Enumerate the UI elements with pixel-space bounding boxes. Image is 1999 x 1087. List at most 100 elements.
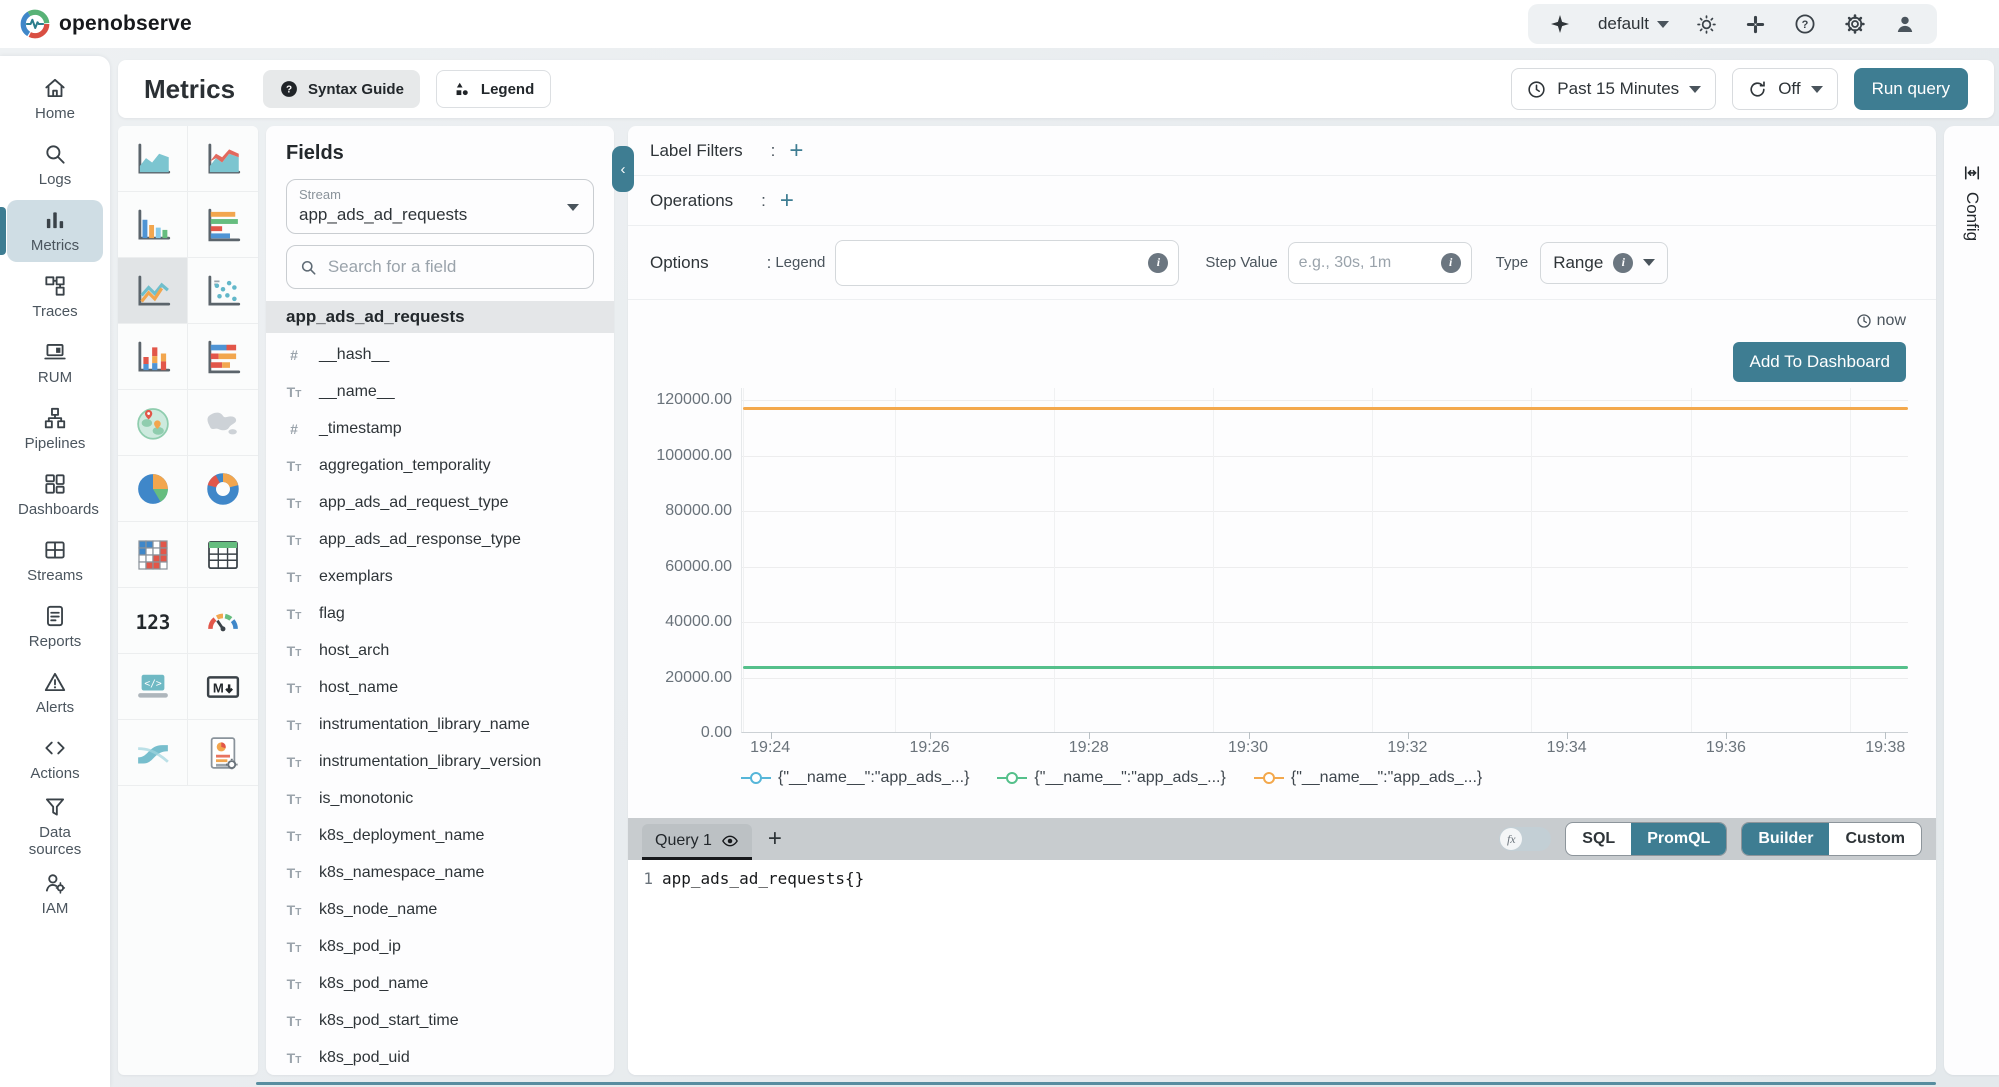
field-item-app-ads-ad-request-type[interactable]: TT app_ads_ad_request_type [266,484,614,521]
syntax-guide-button[interactable]: ? Syntax Guide [263,70,420,108]
axis-tick [771,732,773,739]
field-item-k8s-deployment-name[interactable]: TT k8s_deployment_name [266,817,614,854]
toggle-option-sql[interactable]: SQL [1582,830,1616,847]
field-item-instrumentation-library-version[interactable]: TT instrumentation_library_version [266,743,614,780]
field-item-flag[interactable]: TT flag [266,595,614,632]
promql-editor[interactable]: 1 app_ads_ad_requests{} [628,860,1936,1075]
openobserve-logo-icon [20,9,50,39]
add-label-filter-button[interactable]: + [789,136,804,164]
stream-selector[interactable]: Stream app_ads_ad_requests [286,179,594,234]
legend-button[interactable]: Legend [435,70,552,108]
chart-type-html[interactable]: </> [118,654,188,720]
legend-marker-icon [997,772,1028,784]
time-range-selector[interactable]: Past 15 Minutes [1511,68,1717,110]
profile-icon[interactable] [1893,12,1917,36]
chart-type-horizontal-stacked-bar[interactable] [188,324,258,390]
legend-item-0[interactable]: {"__name__":"app_ads_...} [741,769,969,787]
toggle-option-promql[interactable]: PromQL [1631,823,1727,855]
field-item-timestamp[interactable]: # _timestamp [266,410,614,447]
query-tab[interactable]: Query 1 [642,824,752,860]
legend-item-1[interactable]: {"__name__":"app_ads_...} [997,769,1226,787]
vrl-function-toggle[interactable]: fx [1499,827,1552,851]
legend-input[interactable] [846,253,1149,272]
sidebar-item-metrics[interactable]: Metrics [0,200,103,262]
text-type-icon: TT [286,642,302,659]
sidebar-item-dashboards[interactable]: Dashboards [7,464,103,526]
sidebar-item-iam[interactable]: IAM [7,863,103,925]
field-search-input[interactable] [327,257,581,277]
toggle-option-custom[interactable]: Custom [1845,830,1905,847]
organization-selector[interactable]: default [1598,14,1669,34]
settings-gear-icon[interactable] [1843,12,1867,36]
add-operation-button[interactable]: + [779,186,794,214]
field-item-k8s-pod-start-time[interactable]: TT k8s_pod_start_time [266,1002,614,1039]
field-item-hash[interactable]: # __hash__ [266,336,614,373]
query-type-selector[interactable]: Range i [1540,241,1669,284]
field-item-k8s-node-name[interactable]: TT k8s_node_name [266,891,614,928]
field-item-k8s-pod-ip[interactable]: TT k8s_pod_ip [266,928,614,965]
field-item-host-arch[interactable]: TT host_arch [266,632,614,669]
openobserve-logo[interactable]: openobserve [20,9,192,39]
chart-type-metric-text[interactable]: 123 [118,588,188,654]
chart-plot-area[interactable] [741,388,1908,739]
alerts-icon [42,669,68,695]
sidebar-item-data-sources[interactable]: Data sources [7,794,103,859]
config-panel-toggle[interactable]: Config [1962,163,1982,241]
collapse-fields-panel-button[interactable]: ‹ [612,146,634,192]
horizontal-scrollbar[interactable] [256,1082,1936,1085]
field-item-exemplars[interactable]: TT exemplars [266,558,614,595]
step-value-input[interactable] [1298,253,1441,272]
help-icon[interactable]: ? [1793,12,1817,36]
field-item-app-ads-ad-response-type[interactable]: TT app_ads_ad_response_type [266,521,614,558]
sidebar-item-alerts[interactable]: Alerts [7,662,103,724]
field-item-instrumentation-library-name[interactable]: TT instrumentation_library_name [266,706,614,743]
eye-icon[interactable] [721,832,739,850]
chart-type-gauge[interactable] [188,588,258,654]
chart-type-area[interactable] [118,126,188,192]
sidebar-item-actions[interactable]: Actions [7,728,103,790]
sidebar-item-traces[interactable]: Traces [7,266,103,328]
sidebar-item-pipelines[interactable]: Pipelines [7,398,103,460]
stream-selector-label: Stream [299,187,341,202]
field-item-k8s-pod-name[interactable]: TT k8s_pod_name [266,965,614,1002]
sidebar-item-label: IAM [41,899,69,917]
chart-type-donut[interactable] [188,456,258,522]
chart-type-sankey[interactable] [118,720,188,786]
info-icon[interactable]: i [1440,252,1461,273]
sidebar-item-reports[interactable]: Reports [7,596,103,658]
ai-sparkle-icon[interactable] [1548,12,1572,36]
chart-type-stacked-bar[interactable] [118,324,188,390]
theme-light-icon[interactable] [1695,13,1718,36]
sidebar-item-home[interactable]: Home [7,68,103,130]
toggle-option-builder[interactable]: Builder [1742,823,1830,855]
sidebar-item-rum[interactable]: RUM [7,332,103,394]
chart-type-maps[interactable] [188,390,258,456]
run-query-button[interactable]: Run query [1853,68,1968,110]
chart-type-area-stacked[interactable] [188,126,258,192]
field-item-name[interactable]: TT __name__ [266,373,614,410]
chart-type-custom-chart[interactable] [188,720,258,786]
refresh-interval-value: Off [1778,79,1801,98]
field-item-k8s-namespace-name[interactable]: TT k8s_namespace_name [266,854,614,891]
field-item-aggregation-temporality[interactable]: TT aggregation_temporality [266,447,614,484]
chart-type-horizontal-bar[interactable] [188,192,258,258]
chart-type-pie[interactable] [118,456,188,522]
chart-type-markdown[interactable]: M [188,654,258,720]
info-icon[interactable]: i [1148,252,1169,273]
chart-type-heatmap[interactable] [118,522,188,588]
chart-type-line[interactable] [118,258,188,324]
chart-type-bar[interactable] [118,192,188,258]
sidebar-item-logs[interactable]: Logs [7,134,103,196]
field-item-k8s-pod-uid[interactable]: TT k8s_pod_uid [266,1039,614,1075]
chart-type-table[interactable] [188,522,258,588]
sidebar-item-streams[interactable]: Streams [7,530,103,592]
add-to-dashboard-button[interactable]: Add To Dashboard [1733,342,1906,382]
field-item-host-name[interactable]: TT host_name [266,669,614,706]
add-query-tab-button[interactable]: + [767,825,782,852]
legend-item-2[interactable]: {"__name__":"app_ads_...} [1253,769,1482,787]
apps-grid-icon[interactable] [1744,13,1767,36]
refresh-interval-selector[interactable]: Off [1732,68,1838,110]
chart-type-scatter[interactable] [188,258,258,324]
field-item-is-monotonic[interactable]: TT is_monotonic [266,780,614,817]
chart-type-geomap[interactable] [118,390,188,456]
